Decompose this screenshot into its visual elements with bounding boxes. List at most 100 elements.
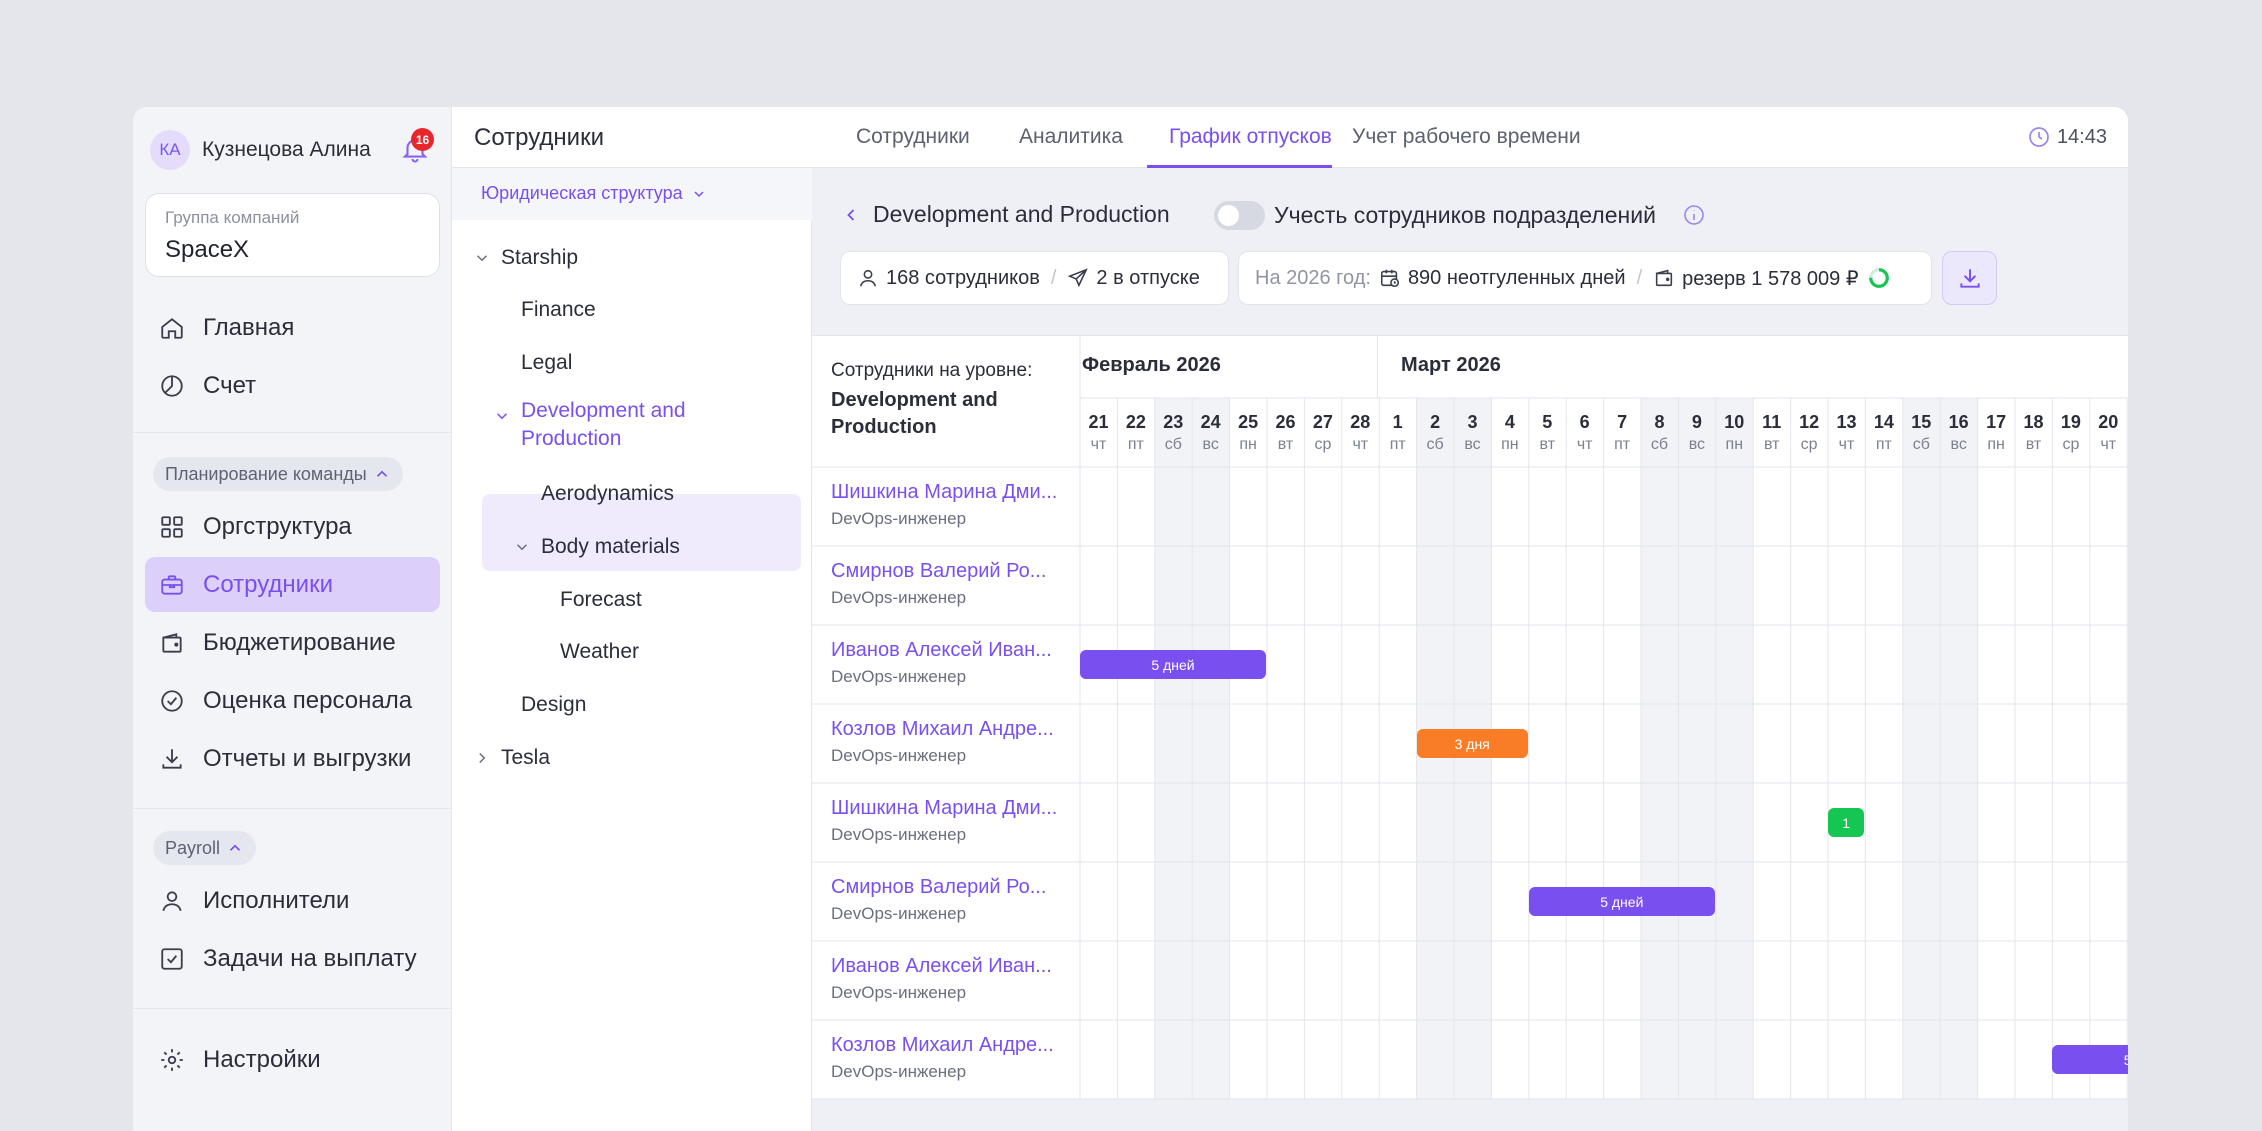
chevron-down-icon [694,191,704,198]
tree-item-forecast[interactable]: Forecast [560,588,642,612]
separator: / [1050,266,1057,289]
employee-name[interactable]: Козлов Михаил Андре... [831,718,1054,740]
vacation-bar[interactable]: 1 [1828,808,1865,837]
separator: / [1636,266,1643,289]
unit-title[interactable]: Development and Production [841,201,1170,228]
pie-chart-icon [161,374,183,397]
day-number: 28 [1350,412,1371,432]
check-circle-icon [161,689,183,712]
nav-settings-label: Настройки [203,1045,321,1073]
nav-settings[interactable]: Настройки [145,1032,440,1087]
download-icon [162,748,182,769]
chevron-down-icon[interactable] [473,249,491,267]
day-number: 11 [1762,412,1782,432]
reserve-amount: резерв 1 578 009 ₽ [1682,267,1859,290]
day-weekday: сб [1650,436,1669,453]
nav-home-label: Главная [203,313,295,341]
vacation-bar[interactable]: 5 дней [1528,887,1715,916]
tree-item-legal[interactable]: Legal [521,351,572,375]
include-subunits-toggle[interactable] [1214,201,1265,230]
employee-role: DevOps-инженер [831,588,967,607]
day-weekday: пт [1875,436,1892,453]
employee-name[interactable]: Смирнов Валерий Ро... [831,560,1047,582]
tree-item-weather[interactable]: Weather [560,640,639,664]
tab-time-tracking[interactable]: Учет рабочего времени [1352,125,1581,148]
tree-item-finance[interactable]: Finance [521,298,596,322]
employee-role: DevOps-инженер [831,904,967,923]
avatar[interactable]: КА [150,130,190,170]
day-number: 23 [1163,412,1184,432]
day-weekday: вт [2025,436,2042,453]
day-number: 9 [1691,412,1702,432]
structure-dropdown[interactable]: Юридическая структура [452,168,812,220]
day-weekday: вс [1688,436,1706,453]
day-number: 20 [2098,412,2119,432]
group-payroll[interactable]: Payroll [153,831,257,865]
sidebar-divider [133,808,452,809]
info-icon[interactable] [1682,203,1706,227]
download-icon [1959,269,1980,288]
clock-icon [2029,127,2049,147]
nav-org[interactable]: Оргструктура [145,499,440,554]
bell-icon[interactable]: 16 [400,128,434,164]
weekend-column [1678,398,1716,1099]
day-weekday: пн [1725,436,1744,453]
vacation-bar[interactable]: 5 дней [2052,1045,2128,1074]
structure-tree: Юридическая структура Starship Finance L… [452,168,812,1131]
vacation-bar[interactable]: 3 дня [1416,729,1528,758]
nav-review[interactable]: Оценка персонала [145,673,440,728]
nav-contractors[interactable]: Исполнители [145,873,440,928]
month-label: Февраль 2026 [1082,354,1221,376]
vacation-schedule-grid: Сотрудники на уровне: Development and Pr… [812,335,2128,1100]
vacation-bar[interactable]: 5 дней [1080,650,1266,679]
user-icon [162,890,182,911]
nav-payouts-label: Задачи на выплату [203,944,417,972]
nav-account-label: Счет [203,371,257,399]
chevron-down-icon[interactable] [493,407,511,425]
nav-employees[interactable]: Сотрудники [145,557,440,612]
employee-name[interactable]: Шишкина Марина Дми... [831,797,1058,819]
tab-analytics[interactable]: Аналитика [1019,125,1123,148]
nav-account[interactable]: Счет [145,358,440,413]
briefcase-icon [161,574,183,595]
day-number: 27 [1312,412,1333,432]
tree-item-body-materials[interactable]: Body materials [516,535,680,559]
employee-name[interactable]: Иванов Алексей Иван... [831,955,1052,977]
nav-home[interactable]: Главная [145,300,440,355]
day-number: 12 [1799,412,1820,432]
download-button[interactable] [1942,251,1997,305]
day-weekday: пт [1127,436,1144,453]
employee-name[interactable]: Иванов Алексей Иван... [831,639,1052,661]
employee-name[interactable]: Шишкина Марина Дми... [831,481,1058,503]
employee-name[interactable]: Смирнов Валерий Ро... [831,876,1047,898]
sidebar-divider [133,1008,452,1009]
day-weekday: сб [1164,436,1182,453]
tree-item-label: Aerodynamics [541,482,675,505]
year-label: На 2026 год: [1255,266,1371,289]
tree-item-design[interactable]: Design [521,693,586,717]
grid-head-label: Сотрудники на уровне: [831,360,1033,381]
home-icon [161,317,183,339]
group-team-planning[interactable]: Планирование команды [153,457,403,491]
tree-item-aerodynamics[interactable]: Aerodynamics [541,482,674,506]
tab-employees[interactable]: Сотрудники [856,125,970,148]
tree-item-development[interactable]: Development and Production [496,397,761,453]
clock-time: 14:43 [2056,125,2107,148]
nav-reports[interactable]: Отчеты и выгрузки [145,731,440,786]
day-weekday: вт [1277,436,1294,453]
month-label: Март 2026 [1401,354,1501,376]
employee-name[interactable]: Козлов Михаил Андре... [831,1034,1054,1056]
nav-employees-label: Сотрудники [203,570,333,598]
tab-vacation-schedule[interactable]: График отпусков [1169,125,1332,148]
tree-item-starship[interactable]: Starship [476,246,578,270]
chevron-down-icon[interactable] [513,538,531,556]
company-selector[interactable]: Группа компаний SpaceX [145,193,440,277]
tree-item-tesla[interactable]: Tesla [479,746,550,770]
chevron-left-icon[interactable] [841,205,861,225]
nav-budget[interactable]: Бюджетирование [145,615,440,670]
company-value: SpaceX [165,236,250,263]
day-number: 24 [1200,412,1221,432]
user-profile[interactable]: КА Кузнецова Алина 16 [150,128,440,170]
chevron-right-icon[interactable] [473,749,491,767]
nav-payouts[interactable]: Задачи на выплату [145,931,440,986]
